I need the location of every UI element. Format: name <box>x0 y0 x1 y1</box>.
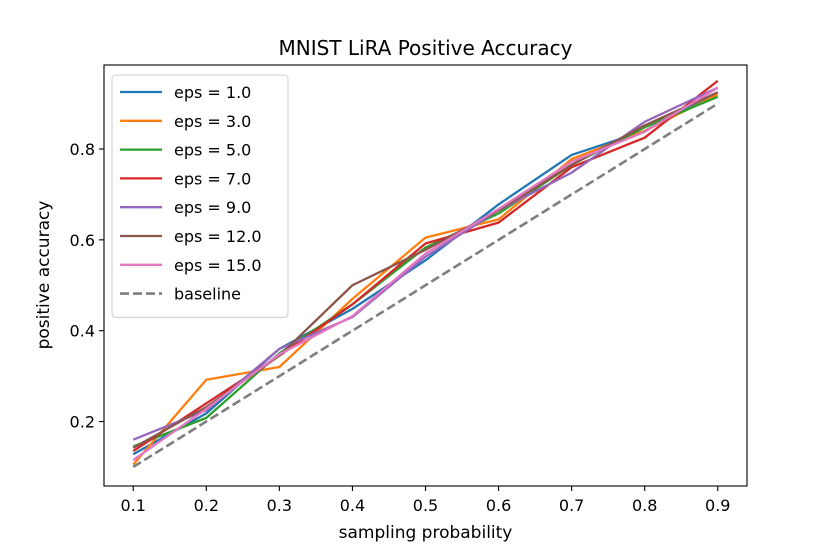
legend-label-4: eps = 9.0 <box>174 198 251 217</box>
x-tick-label: 0.7 <box>559 496 584 515</box>
x-tick-label: 0.3 <box>267 496 292 515</box>
x-tick-label: 0.1 <box>121 496 146 515</box>
chart-title: MNIST LiRA Positive Accuracy <box>279 36 573 60</box>
y-tick-label: 0.2 <box>70 413 95 432</box>
legend-box <box>111 74 289 318</box>
x-tick-label: 0.9 <box>705 496 730 515</box>
legend-label-3: eps = 7.0 <box>174 169 251 188</box>
legend-label-5: eps = 12.0 <box>174 227 262 246</box>
legend-label-6: eps = 15.0 <box>174 256 262 275</box>
x-tick-label: 0.6 <box>486 496 511 515</box>
legend-label-2: eps = 5.0 <box>174 141 251 160</box>
legend-label-1: eps = 3.0 <box>174 112 251 131</box>
x-tick-label: 0.2 <box>194 496 219 515</box>
y-axis-label: positive accuracy <box>34 201 54 350</box>
plot-area: 0.1 0.2 0.3 0.4 0.5 0.6 0.7 0.8 0.9 0.2 0.4 0.6 0.8 <box>70 64 748 515</box>
x-tick-label: 0.4 <box>340 496 365 515</box>
y-tick-label: 0.4 <box>70 322 95 341</box>
y-tick-label: 0.6 <box>70 231 95 250</box>
series-line-7 <box>132 102 719 469</box>
x-axis-label: sampling probability <box>339 523 513 543</box>
legend-label-7: baseline <box>174 285 241 304</box>
legend-label-0: eps = 1.0 <box>174 83 251 102</box>
x-tick-label: 0.8 <box>632 496 657 515</box>
legend: eps = 1.0 eps = 3.0 eps = 5.0 eps = 7.0 eps … <box>111 74 289 318</box>
y-tick-label: 0.8 <box>70 140 95 159</box>
series-line-6 <box>132 86 719 462</box>
series-line-3 <box>132 79 719 452</box>
x-tick-label: 0.5 <box>413 496 438 515</box>
